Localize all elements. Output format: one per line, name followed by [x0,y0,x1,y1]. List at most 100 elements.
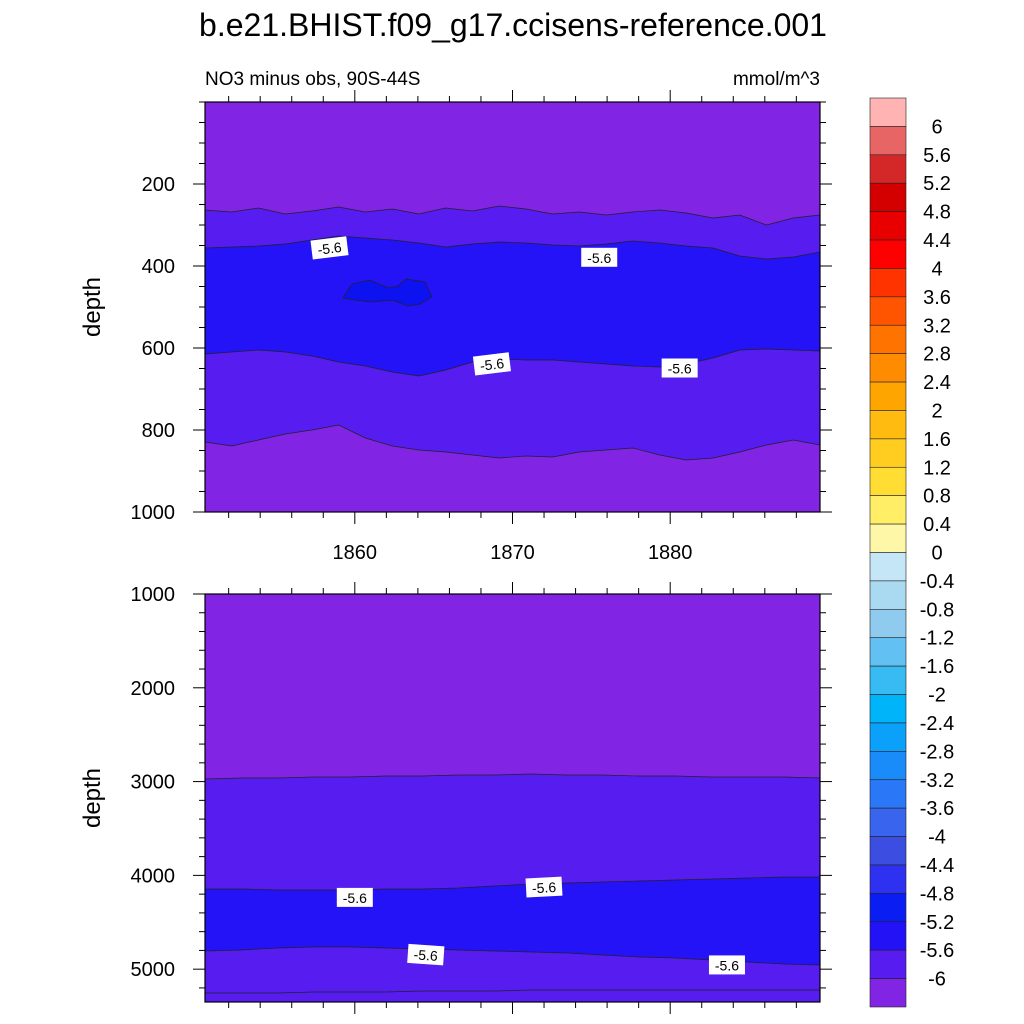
colorbar-swatch [869,324,907,354]
contour-label: -5.6 [661,358,698,378]
svg-text:-5.6: -5.6 [343,890,367,906]
colorbar-swatch [869,381,907,411]
colorbar-label: -1.2 [920,628,954,650]
colorbar-swatch [869,154,907,184]
y-tick-label: 3000 [131,772,176,794]
y-tick-label: 4000 [131,865,176,887]
colorbar-swatch [869,864,907,894]
colorbar-swatch [869,410,907,440]
colorbar-label: -5.6 [920,940,954,962]
svg-text:-5.6: -5.6 [317,239,343,258]
lower-panel-plot: 1000 2000 3000 4000 5000 depth -5.6 -5.6 -5.6 -5.… [79,582,832,1014]
colorbar-swatch [869,665,907,695]
colorbar-label: -2 [928,685,946,707]
colorbar-label: 4.4 [923,230,951,252]
svg-text:-5.6: -5.6 [668,361,692,377]
colorbar-swatch [869,637,907,667]
band-bottom-minus6-to-minus5p6 [205,989,820,1002]
colorbar-label: 0 [931,543,942,565]
y-axis-label: depth [79,768,106,828]
panel-subtitle-units: mmol/m^3 [733,69,820,90]
svg-text:-5.6: -5.6 [413,946,438,964]
colorbar-swatch [869,353,907,383]
colorbar-label: -4.4 [920,855,954,877]
y-tick-label: 400 [142,256,175,278]
contour-label: -5.6 [525,876,563,898]
colorbar-swatch [869,97,907,127]
colorbar-label: 2.4 [923,372,951,394]
colorbar-label: 0.4 [923,514,951,536]
colorbar-swatch [869,978,907,1008]
colorbar-label: -0.8 [920,599,954,621]
x-tick-label: 1880 [648,542,693,564]
colorbar-swatch [869,609,907,639]
colorbar-swatch [869,495,907,525]
figure-title: b.e21.BHIST.f09_g17.ccisens-reference.00… [199,7,827,43]
colorbar-label: 3.6 [923,287,951,309]
colorbar-swatch [869,523,907,553]
svg-text:-5.6: -5.6 [479,355,505,374]
colorbar-label: -5.2 [920,912,954,934]
colorbar-label: 5.2 [923,173,951,195]
y-tick-label: 2000 [131,678,176,700]
band-minus5p2-to-minus4p8 [342,278,433,307]
colorbar-swatch [869,552,907,582]
contour-label: -5.6 [310,236,349,260]
colorbar-swatch [869,580,907,610]
colorbar-swatch [869,921,907,951]
colorbar-label: 3.2 [923,315,951,337]
colorbar-swatch [869,438,907,468]
colorbar-label: 6 [931,116,942,138]
colorbar-label: -3.6 [920,798,954,820]
colorbar-swatch [869,182,907,212]
colorbar-label: -2.4 [920,713,954,735]
colorbar-label: 1.2 [923,457,951,479]
colorbar-swatch [869,751,907,781]
y-tick-label: 600 [142,338,175,360]
contour-label: -5.6 [581,247,618,267]
colorbar-label: 1.6 [923,429,951,451]
x-tick-label: 1870 [490,542,535,564]
panel-subtitle-left: NO3 minus obs, 90S-44S [205,69,420,90]
colorbar-label: 5.6 [923,145,951,167]
y-tick-label: 1000 [131,584,176,606]
colorbar-swatch [869,949,907,979]
upper-panel-plot: 1860 1870 1880 200 400 600 800 1000 depth -5.6 -5.… [79,90,832,564]
colorbar-swatch [869,836,907,866]
contour-label: -5.6 [472,352,511,376]
colorbar-label: -1.6 [920,656,954,678]
colorbar-swatch [869,268,907,298]
colorbar-label: -4.8 [920,883,954,905]
svg-text:-5.6: -5.6 [715,957,739,973]
y-tick-label: 5000 [131,959,176,981]
y-tick-label: 800 [142,420,175,442]
contour-label: -5.6 [407,943,445,966]
colorbar-swatch [869,466,907,496]
colorbar: 6 5.6 5.2 4.8 4.4 4 3.6 3.2 2.8 2.4 2 1.6 1.2 0.8 0.4 0… [869,97,954,1008]
x-tick-label: 1860 [333,542,378,564]
colorbar-swatch [869,126,907,156]
colorbar-swatch [869,296,907,326]
y-tick-label: 200 [142,174,175,196]
colorbar-swatch [869,893,907,923]
colorbar-label: -6 [928,969,946,991]
y-tick-label: 1000 [131,502,176,524]
colorbar-swatch [869,239,907,269]
colorbar-label: 2 [931,400,942,422]
colorbar-label: 4 [931,258,942,280]
colorbar-label: 2.8 [923,344,951,366]
colorbar-swatch [869,807,907,837]
y-axis-label: depth [79,277,106,337]
colorbar-label: -2.8 [920,741,954,763]
colorbar-label: 4.8 [923,202,951,224]
contour-label: -5.6 [708,955,745,975]
svg-text:-5.6: -5.6 [587,250,611,266]
colorbar-label: -4 [928,827,946,849]
colorbar-swatch [869,211,907,241]
colorbar-swatch [869,779,907,809]
svg-text:-5.6: -5.6 [532,879,557,896]
colorbar-label: 0.8 [923,486,951,508]
colorbar-swatch [869,722,907,752]
band-minus5p6-to-minus5p2 [205,235,820,377]
